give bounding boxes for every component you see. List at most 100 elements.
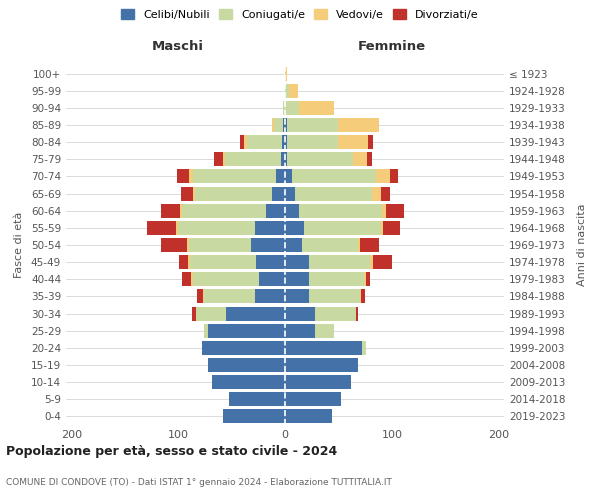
Bar: [383, 221, 400, 235]
Bar: [287, 135, 338, 149]
Text: Maschi: Maschi: [152, 40, 204, 53]
Bar: [367, 152, 371, 166]
Bar: [285, 170, 292, 183]
Bar: [179, 255, 188, 269]
Bar: [255, 290, 285, 304]
Bar: [177, 170, 189, 183]
Bar: [212, 375, 285, 389]
Bar: [189, 170, 193, 183]
Y-axis label: Anni di nascita: Anni di nascita: [577, 204, 587, 286]
Bar: [360, 238, 379, 252]
Bar: [373, 255, 392, 269]
Bar: [381, 186, 389, 200]
Bar: [285, 324, 315, 338]
Bar: [176, 221, 178, 235]
Text: Popolazione per età, sesso e stato civile - 2024: Popolazione per età, sesso e stato civil…: [6, 445, 337, 458]
Bar: [356, 306, 358, 320]
Bar: [197, 290, 203, 304]
Bar: [338, 135, 368, 149]
Bar: [240, 135, 244, 149]
Bar: [285, 341, 362, 355]
Bar: [315, 306, 356, 320]
Legend: Celibi/Nubili, Coniugati/e, Vedovi/e, Divorziati/e: Celibi/Nubili, Coniugati/e, Vedovi/e, Di…: [118, 6, 482, 23]
Bar: [371, 186, 381, 200]
Bar: [214, 152, 223, 166]
Bar: [381, 221, 383, 235]
Bar: [277, 170, 285, 183]
Bar: [283, 118, 285, 132]
Bar: [302, 238, 358, 252]
Bar: [255, 221, 285, 235]
Bar: [299, 204, 382, 218]
Bar: [382, 204, 386, 218]
Bar: [181, 186, 193, 200]
Bar: [285, 255, 308, 269]
Bar: [308, 272, 364, 286]
Bar: [226, 306, 285, 320]
Bar: [190, 255, 256, 269]
Bar: [283, 101, 285, 115]
Bar: [244, 135, 247, 149]
Bar: [285, 272, 308, 286]
Bar: [189, 238, 251, 252]
Bar: [308, 255, 370, 269]
Bar: [285, 238, 302, 252]
Bar: [192, 306, 196, 320]
Bar: [181, 204, 182, 218]
Bar: [182, 204, 266, 218]
Bar: [256, 255, 285, 269]
Y-axis label: Fasce di età: Fasce di età: [14, 212, 24, 278]
Bar: [204, 324, 208, 338]
Bar: [304, 221, 381, 235]
Bar: [285, 306, 315, 320]
Bar: [364, 272, 366, 286]
Bar: [361, 290, 365, 304]
Bar: [285, 84, 289, 98]
Bar: [287, 152, 353, 166]
Bar: [287, 118, 338, 132]
Bar: [193, 272, 259, 286]
Bar: [193, 186, 195, 200]
Text: Femmine: Femmine: [358, 40, 426, 53]
Bar: [285, 101, 299, 115]
Bar: [386, 204, 404, 218]
Bar: [202, 341, 285, 355]
Bar: [251, 238, 285, 252]
Bar: [188, 255, 190, 269]
Bar: [191, 272, 193, 286]
Bar: [187, 238, 189, 252]
Bar: [182, 272, 191, 286]
Bar: [370, 255, 373, 269]
Bar: [285, 66, 287, 80]
Bar: [225, 152, 281, 166]
Bar: [389, 170, 398, 183]
Bar: [353, 152, 367, 166]
Bar: [338, 118, 379, 132]
Bar: [223, 410, 285, 424]
Bar: [285, 221, 304, 235]
Bar: [299, 101, 334, 115]
Bar: [223, 152, 225, 166]
Bar: [266, 204, 285, 218]
Bar: [195, 186, 272, 200]
Bar: [272, 118, 274, 132]
Bar: [272, 186, 285, 200]
Bar: [259, 272, 285, 286]
Bar: [282, 135, 285, 149]
Bar: [360, 290, 361, 304]
Bar: [285, 290, 308, 304]
Bar: [308, 290, 360, 304]
Bar: [147, 221, 176, 235]
Bar: [274, 118, 283, 132]
Bar: [292, 170, 376, 183]
Bar: [203, 290, 204, 304]
Bar: [285, 358, 358, 372]
Bar: [208, 324, 285, 338]
Bar: [285, 118, 287, 132]
Bar: [281, 152, 285, 166]
Bar: [366, 272, 370, 286]
Bar: [285, 410, 332, 424]
Bar: [358, 238, 360, 252]
Bar: [285, 375, 351, 389]
Bar: [285, 392, 341, 406]
